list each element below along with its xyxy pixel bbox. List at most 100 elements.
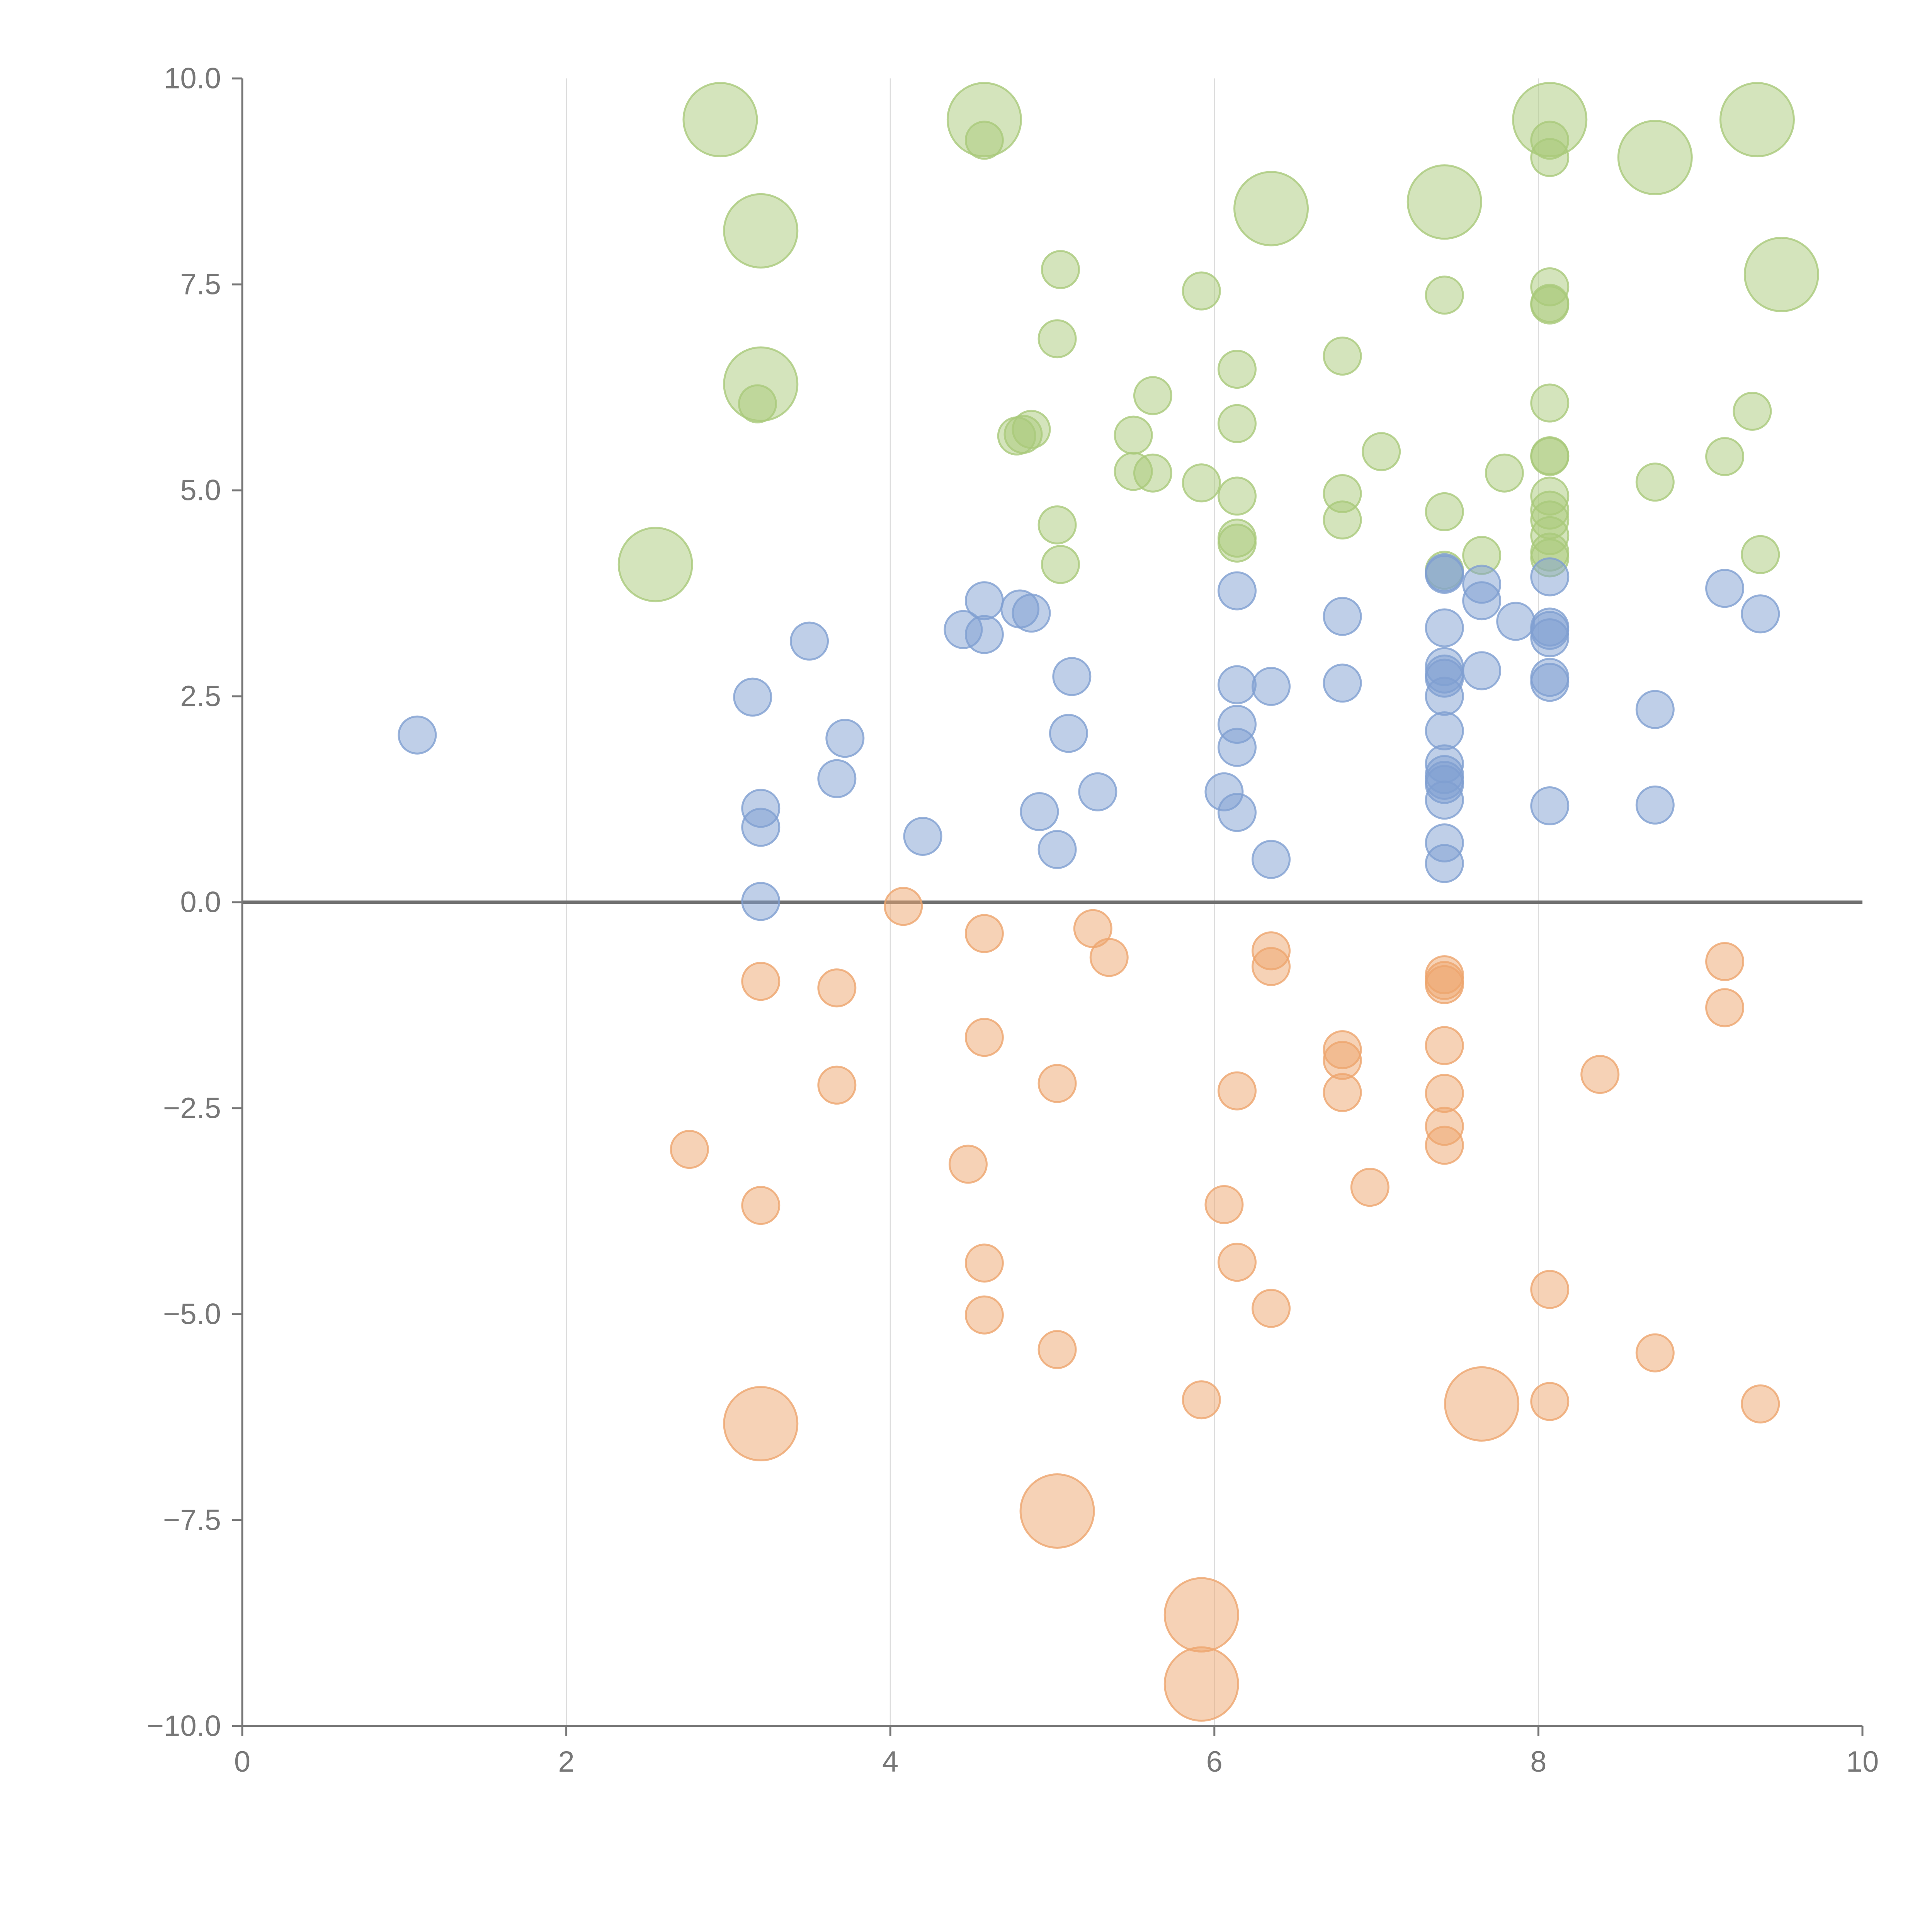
x-tick-label-2: 4 [882, 1745, 898, 1778]
orange-point-33 [1252, 1289, 1291, 1328]
blue-point-29 [1252, 667, 1291, 706]
green-point-36 [1133, 453, 1172, 493]
green-point-5 [1530, 138, 1570, 177]
blue-point-52 [741, 808, 781, 847]
orange-point-31 [964, 1243, 1004, 1283]
green-point-9 [1406, 164, 1482, 240]
blue-point-36 [398, 715, 437, 755]
orange-point-26 [948, 1145, 988, 1184]
orange-point-29 [741, 1186, 781, 1225]
blue-point-12 [1496, 602, 1536, 641]
green-point-44 [1425, 492, 1464, 531]
green-point-0 [682, 82, 758, 158]
green-point-33 [1530, 437, 1570, 476]
blue-point-4 [1218, 571, 1257, 611]
blue-point-56 [1252, 840, 1291, 879]
orange-point-11 [817, 968, 857, 1008]
orange-point-4 [1089, 938, 1129, 977]
series-blue [398, 553, 1780, 921]
data-points [398, 82, 1819, 1722]
axes: −10.0 −7.5 −5.0 −2.5 0.0 2.5 5.0 7.5 10.0 0 2 4 6 8 10 [147, 62, 1879, 1779]
blue-point-58 [741, 882, 781, 921]
blue-point-50 [1020, 792, 1059, 831]
x-tick-label-3: 6 [1206, 1745, 1223, 1778]
series-green [617, 82, 1819, 602]
orange-point-35 [1037, 1330, 1077, 1369]
orange-point-0 [884, 887, 923, 926]
blue-point-57 [1425, 844, 1464, 883]
blue-point-23 [1052, 657, 1092, 696]
green-point-23 [1133, 376, 1172, 415]
y-tick-label-3: −2.5 [163, 1092, 221, 1125]
x-tick-label-5: 10 [1846, 1745, 1879, 1778]
blue-point-34 [1425, 711, 1464, 751]
orange-point-14 [1425, 1026, 1464, 1065]
orange-point-22 [1425, 1074, 1464, 1113]
orange-point-20 [1218, 1071, 1257, 1111]
green-point-24 [1530, 383, 1570, 423]
orange-point-24 [1425, 1126, 1464, 1165]
blue-point-46 [1425, 781, 1464, 820]
blue-point-17 [964, 615, 1004, 654]
green-point-34 [1705, 437, 1745, 476]
blue-point-32 [1635, 690, 1675, 729]
green-point-19 [1323, 336, 1362, 376]
orange-point-37 [1182, 1380, 1221, 1420]
blue-point-2 [1530, 557, 1570, 597]
orange-point-32 [1530, 1270, 1570, 1309]
blue-point-28 [1218, 665, 1257, 704]
x-tick-label-0: 0 [234, 1745, 250, 1778]
blue-point-14 [1425, 608, 1464, 648]
blue-point-42 [817, 759, 857, 798]
green-point-13 [1182, 271, 1221, 311]
green-point-2 [964, 121, 1004, 160]
green-point-29 [997, 416, 1036, 456]
green-point-20 [1218, 350, 1257, 389]
blue-point-19 [790, 621, 829, 661]
y-tick-label-1: −7.5 [163, 1504, 221, 1537]
green-point-31 [1362, 432, 1401, 471]
blue-point-53 [903, 816, 942, 856]
series-orange [670, 887, 1780, 1722]
green-point-55 [617, 527, 693, 602]
green-point-18 [1037, 319, 1077, 359]
blue-point-9 [1012, 594, 1051, 633]
blue-point-48 [1635, 785, 1675, 825]
y-tick-label-2: −5.0 [163, 1298, 221, 1331]
green-point-25 [1733, 391, 1772, 431]
green-point-26 [1218, 404, 1257, 443]
green-point-6 [1719, 82, 1795, 158]
green-point-14 [1425, 276, 1464, 315]
blue-point-18 [1530, 618, 1570, 658]
blue-point-47 [1530, 786, 1570, 826]
green-point-52 [1741, 535, 1780, 574]
blue-point-30 [733, 677, 772, 717]
y-tick-label-4: 0.0 [180, 886, 221, 919]
green-point-7 [1617, 120, 1693, 196]
x-tick-label-1: 2 [558, 1745, 574, 1778]
y-tick-label-7: 7.5 [180, 268, 221, 301]
orange-point-42 [1019, 1473, 1095, 1549]
orange-point-39 [1741, 1384, 1780, 1423]
blue-point-26 [1530, 663, 1570, 702]
orange-point-13 [964, 1018, 1004, 1057]
blue-point-1 [1425, 554, 1464, 594]
y-tick-label-8: 10.0 [164, 62, 221, 95]
orange-point-2 [964, 914, 1004, 953]
blue-point-6 [1462, 581, 1502, 621]
green-point-39 [1635, 463, 1675, 502]
x-tick-label-4: 8 [1530, 1745, 1546, 1778]
orange-point-40 [1444, 1366, 1520, 1442]
orange-point-21 [1323, 1073, 1362, 1112]
green-point-37 [1485, 453, 1524, 493]
orange-point-41 [723, 1386, 799, 1462]
blue-point-31 [1425, 677, 1464, 716]
green-point-50 [1218, 523, 1257, 563]
blue-point-21 [1462, 651, 1502, 690]
blue-point-27 [1323, 663, 1362, 703]
green-point-11 [1743, 236, 1819, 312]
green-point-12 [1041, 250, 1080, 289]
green-point-45 [1323, 500, 1362, 540]
orange-point-38 [1530, 1382, 1570, 1421]
